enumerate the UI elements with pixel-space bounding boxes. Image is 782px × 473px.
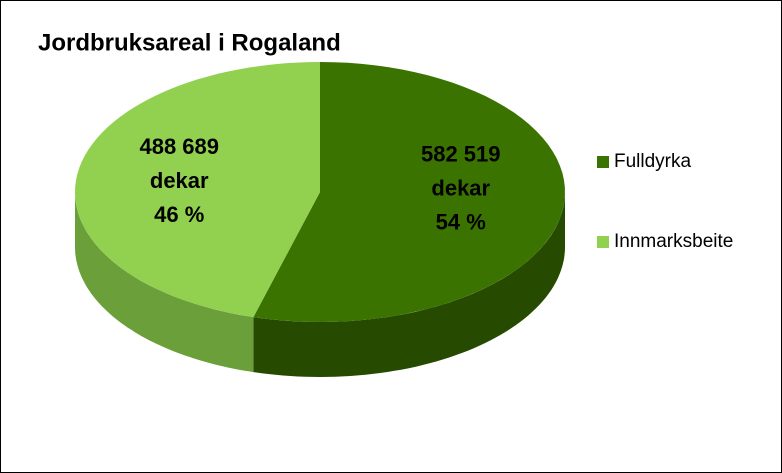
- legend: Fulldyrka Innmarksbeite: [597, 151, 733, 252]
- pie-sides: [75, 192, 565, 377]
- data-label-unit: dekar: [431, 175, 490, 200]
- legend-label: Fulldyrka: [614, 151, 692, 172]
- pie-tops: [75, 62, 565, 322]
- data-label: 488 689: [139, 134, 219, 159]
- percent-label: 54 %: [436, 209, 486, 234]
- legend-swatch: [597, 156, 609, 168]
- data-label: 582 519: [421, 141, 501, 166]
- legend-label: Innmarksbeite: [614, 231, 733, 252]
- pie-slice: [253, 62, 565, 322]
- pie-side: [253, 192, 565, 377]
- data-labels: 582 519 dekar 54 % 488 689 dekar 46 %: [139, 134, 500, 234]
- percent-label: 46 %: [154, 202, 204, 227]
- legend-swatch: [597, 236, 609, 248]
- data-label-unit: dekar: [150, 168, 209, 193]
- pie-slice: [75, 62, 320, 318]
- pie-side: [75, 192, 254, 373]
- chart-title: Jordbruksareal i Rogaland: [38, 29, 341, 56]
